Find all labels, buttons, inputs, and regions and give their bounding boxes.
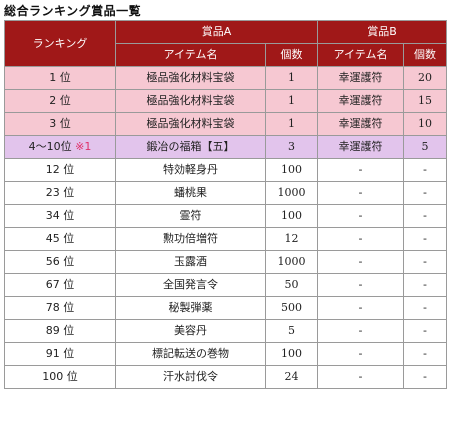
header-a-count: 個数 (265, 43, 318, 67)
prize-b-item-cell: 幸運護符 (317, 135, 404, 159)
prize-b-count-cell: - (402, 204, 448, 228)
prize-b-count-cell: 10 (402, 112, 448, 136)
prize-a-count-cell: 1 (265, 89, 318, 113)
table-row: 89 位 美容丹 5 - - (4, 319, 448, 343)
prize-a-count-cell: 1000 (265, 250, 318, 274)
prize-b-item-cell: - (317, 204, 404, 228)
prize-a-count-cell: 1000 (265, 181, 318, 205)
prize-b-item-cell: - (317, 158, 404, 182)
prize-a-count-cell: 24 (265, 365, 318, 389)
prize-b-count-cell: - (402, 227, 448, 251)
table-row: 45 位 勲功倍増符 12 - - (4, 227, 448, 251)
prize-b-count-cell: - (402, 158, 448, 182)
header-a-item-name: アイテム名 (115, 43, 266, 67)
prize-b-count-cell: 5 (402, 135, 448, 159)
table-row: 2 位 極品強化材料宝袋 1 幸運護符 15 (4, 89, 448, 113)
prize-a-item-cell: 勲功倍増符 (115, 227, 266, 251)
prize-a-count-cell: 1 (265, 66, 318, 90)
prize-b-count-cell: - (402, 273, 448, 297)
prize-a-item-cell: 玉露酒 (115, 250, 266, 274)
prize-b-item-cell: 幸運護符 (317, 89, 404, 113)
prize-a-item-cell: 全国発言令 (115, 273, 266, 297)
prize-a-count-cell: 5 (265, 319, 318, 343)
prize-a-item-cell: 極品強化材料宝袋 (115, 112, 266, 136)
prize-b-count-cell: - (402, 319, 448, 343)
ranking-prize-table: ランキング 賞品A 賞品B アイテム名 個数 アイテム名 個数 1 位 極品強化… (4, 20, 448, 389)
prize-b-item-cell: 幸運護符 (317, 112, 404, 136)
prize-b-count-cell: 15 (402, 89, 448, 113)
table-row: 3 位 極品強化材料宝袋 1 幸運護符 10 (4, 112, 448, 136)
prize-a-item-cell: 極品強化材料宝袋 (115, 66, 266, 90)
prize-b-item-cell: - (317, 227, 404, 251)
rank-cell: 100 位 (4, 365, 116, 389)
prize-b-item-cell: - (317, 296, 404, 320)
rank-cell: 67 位 (4, 273, 116, 297)
prize-b-count-cell: - (402, 181, 448, 205)
table-row: 34 位 霊符 100 - - (4, 204, 448, 228)
prize-a-item-cell: 蟠桃果 (115, 181, 266, 205)
rank-cell: 78 位 (4, 296, 116, 320)
table-row: 4～10位 ※1 鍛冶の福箱【五】 3 幸運護符 5 (4, 135, 448, 159)
prize-a-count-cell: 12 (265, 227, 318, 251)
prize-b-item-cell: - (317, 273, 404, 297)
prize-b-item-cell: - (317, 181, 404, 205)
rank-cell: 3 位 (4, 112, 116, 136)
prize-b-count-cell: 20 (402, 66, 448, 90)
prize-a-count-cell: 100 (265, 204, 318, 228)
rank-cell: 34 位 (4, 204, 116, 228)
footnote-mark: ※1 (75, 140, 92, 153)
prize-b-count-cell: - (402, 342, 448, 366)
prize-b-item-cell: - (317, 342, 404, 366)
header-ranking: ランキング (4, 20, 116, 67)
prize-a-item-cell: 霊符 (115, 204, 266, 228)
page-title: 総合ランキング賞品一覧 (4, 4, 142, 18)
prize-a-item-cell: 特効軽身丹 (115, 158, 266, 182)
rank-label: 4～10位 (28, 140, 72, 153)
prize-a-count-cell: 500 (265, 296, 318, 320)
prize-a-item-cell: 極品強化材料宝袋 (115, 89, 266, 113)
prize-b-item-cell: - (317, 250, 404, 274)
rank-cell: 56 位 (4, 250, 116, 274)
prize-a-item-cell: 汗水討伐令 (115, 365, 266, 389)
table-row: 56 位 玉露酒 1000 - - (4, 250, 448, 274)
rank-cell: 89 位 (4, 319, 116, 343)
rank-cell: 4～10位 ※1 (4, 135, 116, 159)
table-row: 23 位 蟠桃果 1000 - - (4, 181, 448, 205)
prize-b-count-cell: - (402, 365, 448, 389)
prize-a-item-cell: 鍛冶の福箱【五】 (115, 135, 266, 159)
table-row: 78 位 秘製弾薬 500 - - (4, 296, 448, 320)
prize-b-count-cell: - (402, 296, 448, 320)
prize-b-item-cell: 幸運護符 (317, 66, 404, 90)
table-row: 91 位 標記転送の巻物 100 - - (4, 342, 448, 366)
prize-a-count-cell: 100 (265, 158, 318, 182)
table-row: 67 位 全国発言令 50 - - (4, 273, 448, 297)
rank-cell: 91 位 (4, 342, 116, 366)
prize-a-item-cell: 標記転送の巻物 (115, 342, 266, 366)
prize-b-item-cell: - (317, 319, 404, 343)
table-row: 1 位 極品強化材料宝袋 1 幸運護符 20 (4, 66, 448, 90)
prize-a-count-cell: 3 (265, 135, 318, 159)
prize-b-item-cell: - (317, 365, 404, 389)
prize-a-count-cell: 100 (265, 342, 318, 366)
prize-a-count-cell: 1 (265, 112, 318, 136)
prize-a-item-cell: 秘製弾薬 (115, 296, 266, 320)
header-b-item-name: アイテム名 (317, 43, 404, 67)
rank-cell: 23 位 (4, 181, 116, 205)
table-row: 12 位 特効軽身丹 100 - - (4, 158, 448, 182)
rank-cell: 12 位 (4, 158, 116, 182)
rank-cell: 1 位 (4, 66, 116, 90)
header-prize-a: 賞品A (115, 20, 318, 44)
prize-a-count-cell: 50 (265, 273, 318, 297)
prize-a-item-cell: 美容丹 (115, 319, 266, 343)
rank-cell: 2 位 (4, 89, 116, 113)
table-row: 100 位 汗水討伐令 24 - - (4, 365, 448, 389)
header-b-count: 個数 (402, 43, 448, 67)
prize-b-count-cell: - (402, 250, 448, 274)
rank-cell: 45 位 (4, 227, 116, 251)
header-prize-b: 賞品B (316, 20, 448, 44)
